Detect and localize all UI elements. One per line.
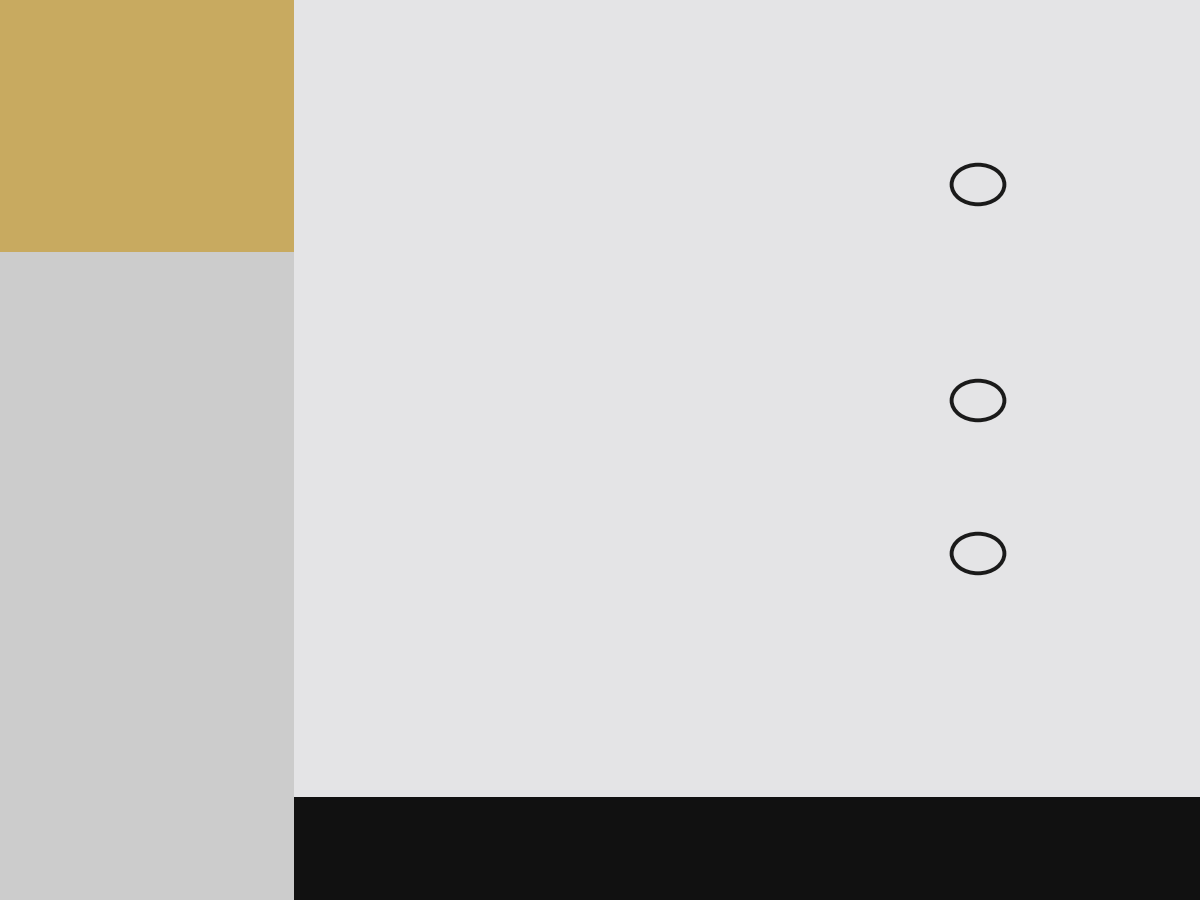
Text: and direction of the electric force on $Q_1$?: and direction of the electric force on $… [318,271,764,295]
Text: $y$: $y$ [794,356,809,376]
Text: $Q_3$: $Q_3$ [1055,540,1085,567]
Text: and $Q_3$ are $r_{12} = 2\,\mathrm{m}$ and $r_{13} = 3\,\mathrm{m}$.  What are t: and $Q_3$ are $r_{12} = 2\,\mathrm{m}$ a… [318,206,970,232]
Text: 1 m: 1 m [1092,458,1110,496]
Text: $Q_3 = 3\,\mathrm{C}$ are aligned vertically.  The distances from $Q_1$ to $Q_2$: $Q_3 = 3\,\mathrm{C}$ are aligned vertic… [318,141,967,167]
Text: $Q_1$: $Q_1$ [1055,171,1085,198]
Text: Three charges $Q_1 = -1\,\mathrm{C}$, $Q_2 = -2\,\mathrm{C}$, and: Three charges $Q_1 = -1\,\mathrm{C}$, $Q… [318,76,775,103]
Text: $Q_2$: $Q_2$ [1055,387,1085,414]
Text: Direction =: Direction = [576,715,700,734]
Text: 2 m: 2 m [1092,274,1110,311]
Text: $x$: $x$ [944,507,960,526]
Text: Magnitude =: Magnitude = [324,715,463,734]
